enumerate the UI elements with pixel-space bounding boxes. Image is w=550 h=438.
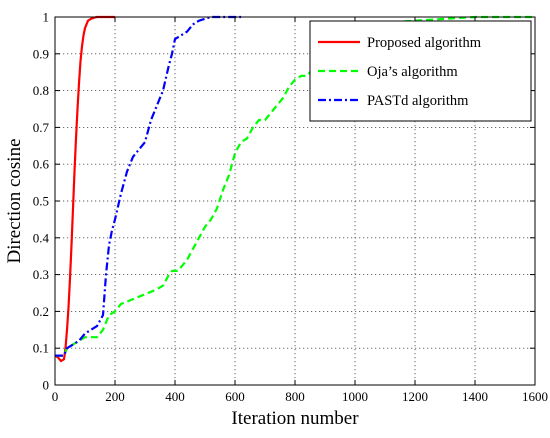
y-tick-label: 0 [43, 378, 50, 393]
x-tick-label: 800 [285, 389, 305, 404]
y-tick-label: 0.5 [33, 194, 49, 209]
y-tick-label: 1 [43, 10, 50, 25]
grid [55, 17, 535, 385]
x-tick-label: 0 [52, 389, 59, 404]
series-line-pastd-algorithm [55, 15, 241, 357]
series-line-oja-s-algorithm [55, 15, 535, 357]
y-tick-label: 0.3 [33, 267, 49, 282]
x-tick-label: 1200 [402, 389, 428, 404]
x-axis-title: Iteration number [231, 408, 359, 429]
legend-label: Oja’s algorithm [367, 64, 458, 80]
y-tick-label: 0.1 [33, 341, 49, 356]
y-tick-label: 0.9 [33, 46, 49, 61]
ticks [54, 16, 536, 386]
x-tick-label: 1600 [522, 389, 548, 404]
y-tick-label: 0.2 [33, 304, 49, 319]
x-tick-label: 1000 [342, 389, 368, 404]
series-layer [54, 15, 535, 363]
x-tick-label: 200 [105, 389, 125, 404]
x-tick-label: 400 [165, 389, 185, 404]
x-tick-label: 600 [225, 389, 245, 404]
tick-labels: 0 200 400 600 800 1000 1200 1400 1600 0 0.1 0.2 0.3 0… [33, 10, 548, 405]
y-tick-label: 0.6 [33, 157, 50, 172]
x-tick-label: 1400 [462, 389, 488, 404]
y-axis-title: Direction cosine [4, 138, 25, 263]
y-tick-label: 0.4 [33, 230, 50, 245]
y-tick-label: 0.8 [33, 83, 49, 98]
legend-label: Proposed algorithm [367, 35, 482, 51]
y-tick-label: 0.7 [33, 120, 50, 135]
legend-label: PASTd algorithm [367, 93, 469, 109]
legend: Proposed algorithm Oja’s algorithm PASTd a… [309, 20, 532, 122]
